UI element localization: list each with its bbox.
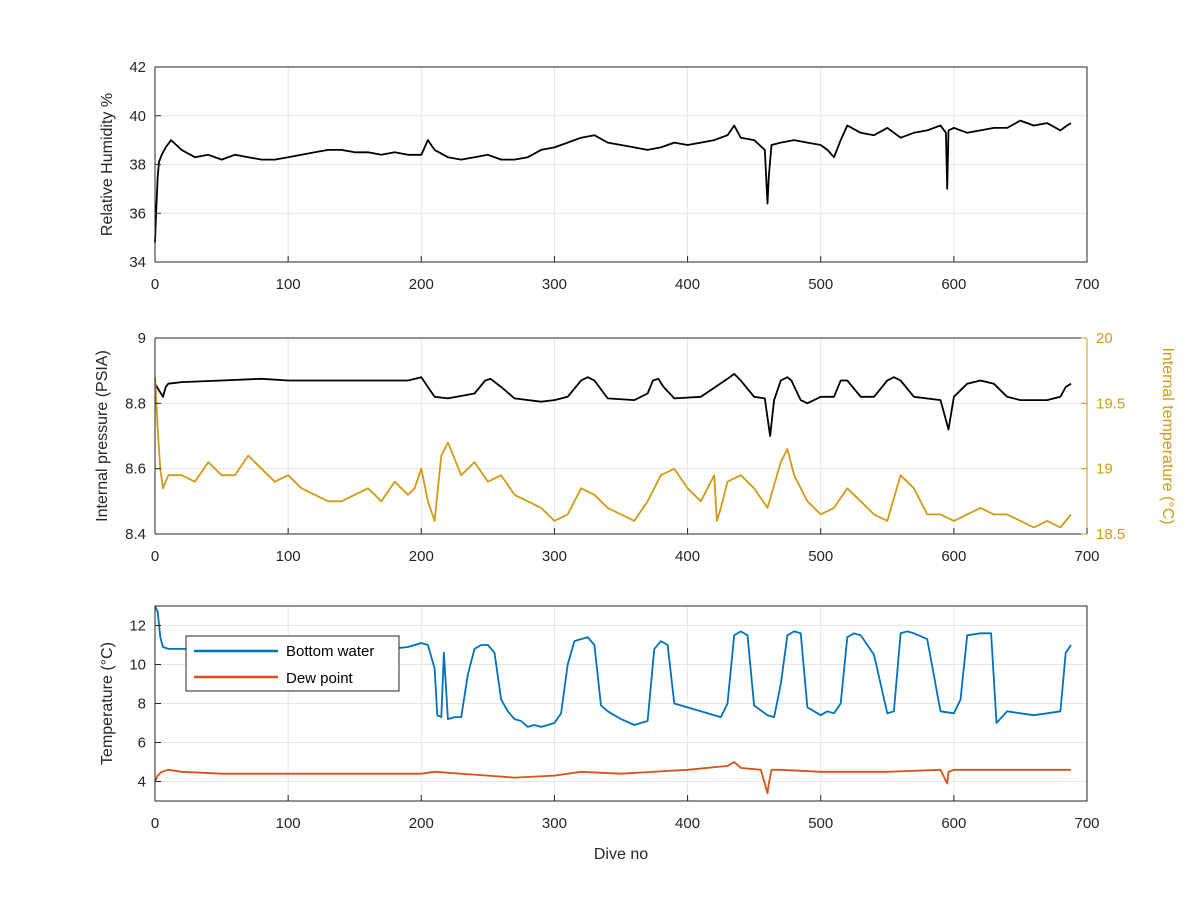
humidity-xtick-label: 300	[542, 276, 567, 293]
legend-label-dew-point: Dew point	[286, 670, 354, 687]
humidity-grid	[155, 67, 1087, 262]
internal-temperature-ylabel: Internal temperature (°C)	[1159, 347, 1176, 524]
pressure-xtick-label: 0	[151, 548, 159, 565]
humidity-ylabel: Relative Humidity %	[99, 93, 116, 236]
pressure-xtick-label: 400	[675, 548, 700, 565]
pressure-ticks: 0 100 200 300 400 500 600 700 8.4 8.6 8.8 9 18.5 19 19…	[125, 330, 1125, 565]
temperature-ytick-label: 12	[129, 618, 146, 635]
temperature-panel: 0 100 200 300 400 500 600 700 4 6 8 10 12 Temperatur…	[99, 605, 1100, 863]
pressure-plot-area	[155, 338, 1087, 534]
pressure-panel: 0 100 200 300 400 500 600 700 8.4 8.6 8.8 9 18.5 19 19…	[94, 330, 1176, 565]
pressure-xtick-label: 300	[542, 548, 567, 565]
pressure-series-0-line	[154, 372, 1072, 437]
pressure-xtick-label: 200	[409, 548, 434, 565]
temperature-xtick-label: 600	[941, 815, 966, 832]
pressure-ytick-right-label: 19.5	[1096, 395, 1125, 412]
humidity-ytick-label: 36	[129, 205, 146, 222]
temperature-ytick-label: 8	[138, 696, 146, 713]
humidity-panel: 0 100 200 300 400 500 600 700 34 36 38 40 42 Relativ…	[99, 59, 1100, 293]
pressure-ytick-right-label: 19	[1096, 461, 1113, 478]
humidity-ytick-label: 40	[129, 108, 146, 125]
humidity-lines	[154, 119, 1072, 243]
pressure-xtick-label: 600	[941, 548, 966, 565]
pressure-ytick-label: 8.4	[125, 526, 146, 543]
pressure-lines	[154, 372, 1072, 529]
pressure-xtick-label: 100	[276, 548, 301, 565]
temperature-lines	[154, 605, 1072, 795]
temperature-xtick-label: 0	[151, 815, 159, 832]
temperature-xtick-label: 400	[675, 815, 700, 832]
humidity-xtick-label: 400	[675, 276, 700, 293]
humidity-xtick-label: 700	[1074, 276, 1099, 293]
pressure-ylabel: Internal pressure (PSIA)	[94, 350, 111, 522]
temperature-ytick-label: 10	[129, 657, 146, 674]
humidity-ytick-label: 38	[129, 157, 146, 174]
temperature-ytick-label: 4	[138, 774, 146, 791]
humidity-ticks: 0 100 200 300 400 500 600 700 34 36 38 40 42	[129, 59, 1099, 293]
pressure-ytick-label: 9	[138, 330, 146, 347]
temperature-ylabel: Temperature (°C)	[99, 642, 116, 765]
temperature-xtick-label: 500	[808, 815, 833, 832]
temperature-ticks: 0 100 200 300 400 500 600 700 4 6 8 10 12	[129, 618, 1099, 833]
pressure-ytick-label: 8.6	[125, 461, 146, 478]
pressure-ytick-right-label: 20	[1096, 330, 1113, 347]
temperature-ytick-label: 6	[138, 735, 146, 752]
humidity-xtick-label: 200	[409, 276, 434, 293]
humidity-xtick-label: 600	[941, 276, 966, 293]
pressure-grid	[155, 338, 1087, 534]
temperature-xtick-label: 300	[542, 815, 567, 832]
temperature-legend: Bottom water Dew point	[185, 635, 400, 692]
pressure-ytick-label: 8.8	[125, 395, 146, 412]
temperature-xlabel: Dive no	[594, 846, 648, 863]
pressure-ytick-right-label: 18.5	[1096, 526, 1125, 543]
humidity-xtick-label: 500	[808, 276, 833, 293]
temperature-xtick-label: 700	[1074, 815, 1099, 832]
humidity-ytick-label: 42	[129, 59, 146, 76]
temperature-xtick-label: 100	[276, 815, 301, 832]
pressure-xtick-label: 500	[808, 548, 833, 565]
humidity-xtick-label: 0	[151, 276, 159, 293]
pressure-xtick-label: 700	[1074, 548, 1099, 565]
humidity-series-0-line	[154, 119, 1072, 243]
pressure-series-1-line	[154, 377, 1072, 529]
legend-box	[185, 635, 400, 692]
legend-label-bottom-water: Bottom water	[286, 643, 374, 660]
temperature-xtick-label: 200	[409, 815, 434, 832]
temperature-series-bottom-water-line	[154, 605, 1072, 728]
temperature-series-dew-point-line	[154, 761, 1071, 795]
humidity-ytick-label: 34	[129, 254, 146, 271]
humidity-xtick-label: 100	[276, 276, 301, 293]
